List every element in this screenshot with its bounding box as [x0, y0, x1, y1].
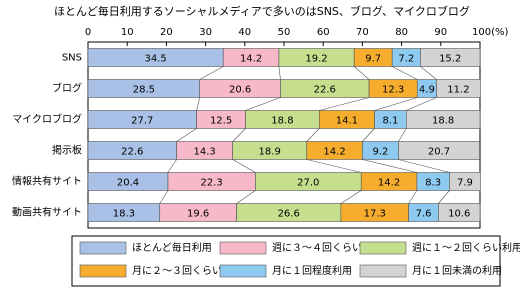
data-label: 12.5	[210, 116, 232, 127]
legend-label: 月に２～３回くらい利用	[132, 265, 242, 277]
connector	[340, 190, 362, 204]
legend-label: 週に３～４回くらい利用	[272, 242, 382, 254]
data-label: 11.2	[447, 85, 469, 96]
legend-label: 週に１～２回くらい利用	[412, 242, 520, 254]
data-label: 28.5	[133, 85, 155, 96]
connector	[167, 159, 177, 173]
data-label: 12.3	[382, 85, 404, 96]
y-tick-label: マイクロブログ	[12, 113, 82, 126]
connector	[398, 128, 407, 142]
connector	[420, 66, 437, 80]
data-label: 34.5	[144, 54, 166, 65]
x-tick-label: 50	[278, 27, 291, 38]
x-tick-label: 90	[434, 27, 447, 38]
x-tick-label: 40	[238, 27, 251, 38]
x-tick-label: 10	[121, 27, 134, 38]
y-tick-label: 動画共有サイト	[12, 206, 82, 219]
data-label: 14.2	[240, 54, 262, 65]
data-label: 7.9	[457, 178, 473, 189]
legend-swatch	[79, 264, 127, 278]
data-label: 18.3	[113, 209, 135, 220]
connector	[245, 97, 281, 111]
connector	[159, 190, 169, 204]
data-label: 20.7	[428, 147, 450, 158]
data-label: 19.2	[305, 54, 327, 65]
connector	[406, 97, 437, 111]
data-label: 26.6	[278, 209, 300, 220]
connector	[232, 159, 256, 173]
y-tick-label: ブログ	[52, 82, 82, 95]
connector	[362, 128, 375, 142]
legend-box	[71, 235, 501, 287]
bar-segment	[420, 48, 481, 67]
data-label: 14.3	[193, 147, 215, 158]
connector	[392, 66, 418, 80]
data-label: 7.6	[416, 209, 432, 220]
data-label: 18.8	[432, 116, 454, 127]
legend-swatch	[79, 241, 127, 255]
connector	[438, 190, 450, 204]
data-label: 10.6	[448, 209, 470, 220]
data-label: 17.3	[364, 209, 386, 220]
chart-title: ほとんど毎日利用するソーシャルメディアで多いのはSNS、ブログ、マイクロブログ	[54, 4, 470, 18]
x-tick-label: 30	[199, 27, 212, 38]
connector	[196, 97, 201, 111]
connector	[319, 97, 370, 111]
x-tick-label: 60	[317, 27, 330, 38]
data-label: 4.9	[419, 85, 435, 96]
connector	[176, 128, 197, 142]
data-label: 14.2	[323, 147, 345, 158]
connector	[236, 190, 256, 204]
legend-label: 月に１回未満の利用	[412, 265, 502, 277]
x-tick-label: 70	[356, 27, 369, 38]
x-tick-label: 80	[395, 27, 408, 38]
data-label: 19.6	[187, 209, 209, 220]
connector	[408, 190, 418, 204]
y-tick-label: SNS	[62, 53, 82, 64]
connector	[398, 159, 450, 173]
bar-segment	[449, 172, 481, 191]
data-label: 22.6	[314, 85, 336, 96]
legend-swatch	[359, 264, 407, 278]
y-tick-label: 掲示板	[52, 144, 82, 157]
connector	[278, 66, 281, 80]
data-label: 20.6	[229, 85, 251, 96]
data-label: 8.1	[382, 116, 398, 127]
x-tick-label: 100(%)	[472, 27, 508, 38]
bar-segment	[406, 110, 481, 129]
data-label: 22.3	[201, 178, 223, 189]
connector	[353, 66, 370, 80]
x-tick-label: 20	[160, 27, 173, 38]
data-label: 9.2	[372, 147, 388, 158]
data-label: 18.8	[271, 116, 293, 127]
data-label: 15.2	[439, 54, 461, 65]
data-label: 27.0	[297, 178, 319, 189]
bar-segment	[398, 141, 480, 160]
bar-segment	[436, 79, 481, 98]
connector	[374, 97, 418, 111]
data-label: 14.1	[336, 116, 358, 127]
connector	[306, 128, 320, 142]
data-label: 8.3	[425, 178, 441, 189]
data-label: 7.2	[398, 54, 414, 65]
data-label: 9.7	[365, 54, 381, 65]
connector	[306, 159, 362, 173]
connector	[232, 128, 246, 142]
legend-swatch	[219, 241, 267, 255]
y-tick-label: 情報共有サイト	[12, 175, 82, 188]
connector	[199, 66, 224, 80]
data-label: 18.9	[259, 147, 281, 158]
data-label: 20.4	[117, 178, 139, 189]
connector	[362, 159, 417, 173]
legend-label: ほとんど毎日利用	[132, 241, 212, 254]
bar-segment	[438, 203, 481, 222]
data-label: 14.2	[378, 178, 400, 189]
legend-label: 月に１回程度利用	[272, 264, 352, 277]
legend-swatch	[219, 264, 267, 278]
data-label: 22.6	[121, 147, 143, 158]
x-tick-label: 0	[85, 27, 91, 38]
data-label: 27.7	[131, 116, 153, 127]
legend-swatch	[359, 241, 407, 255]
